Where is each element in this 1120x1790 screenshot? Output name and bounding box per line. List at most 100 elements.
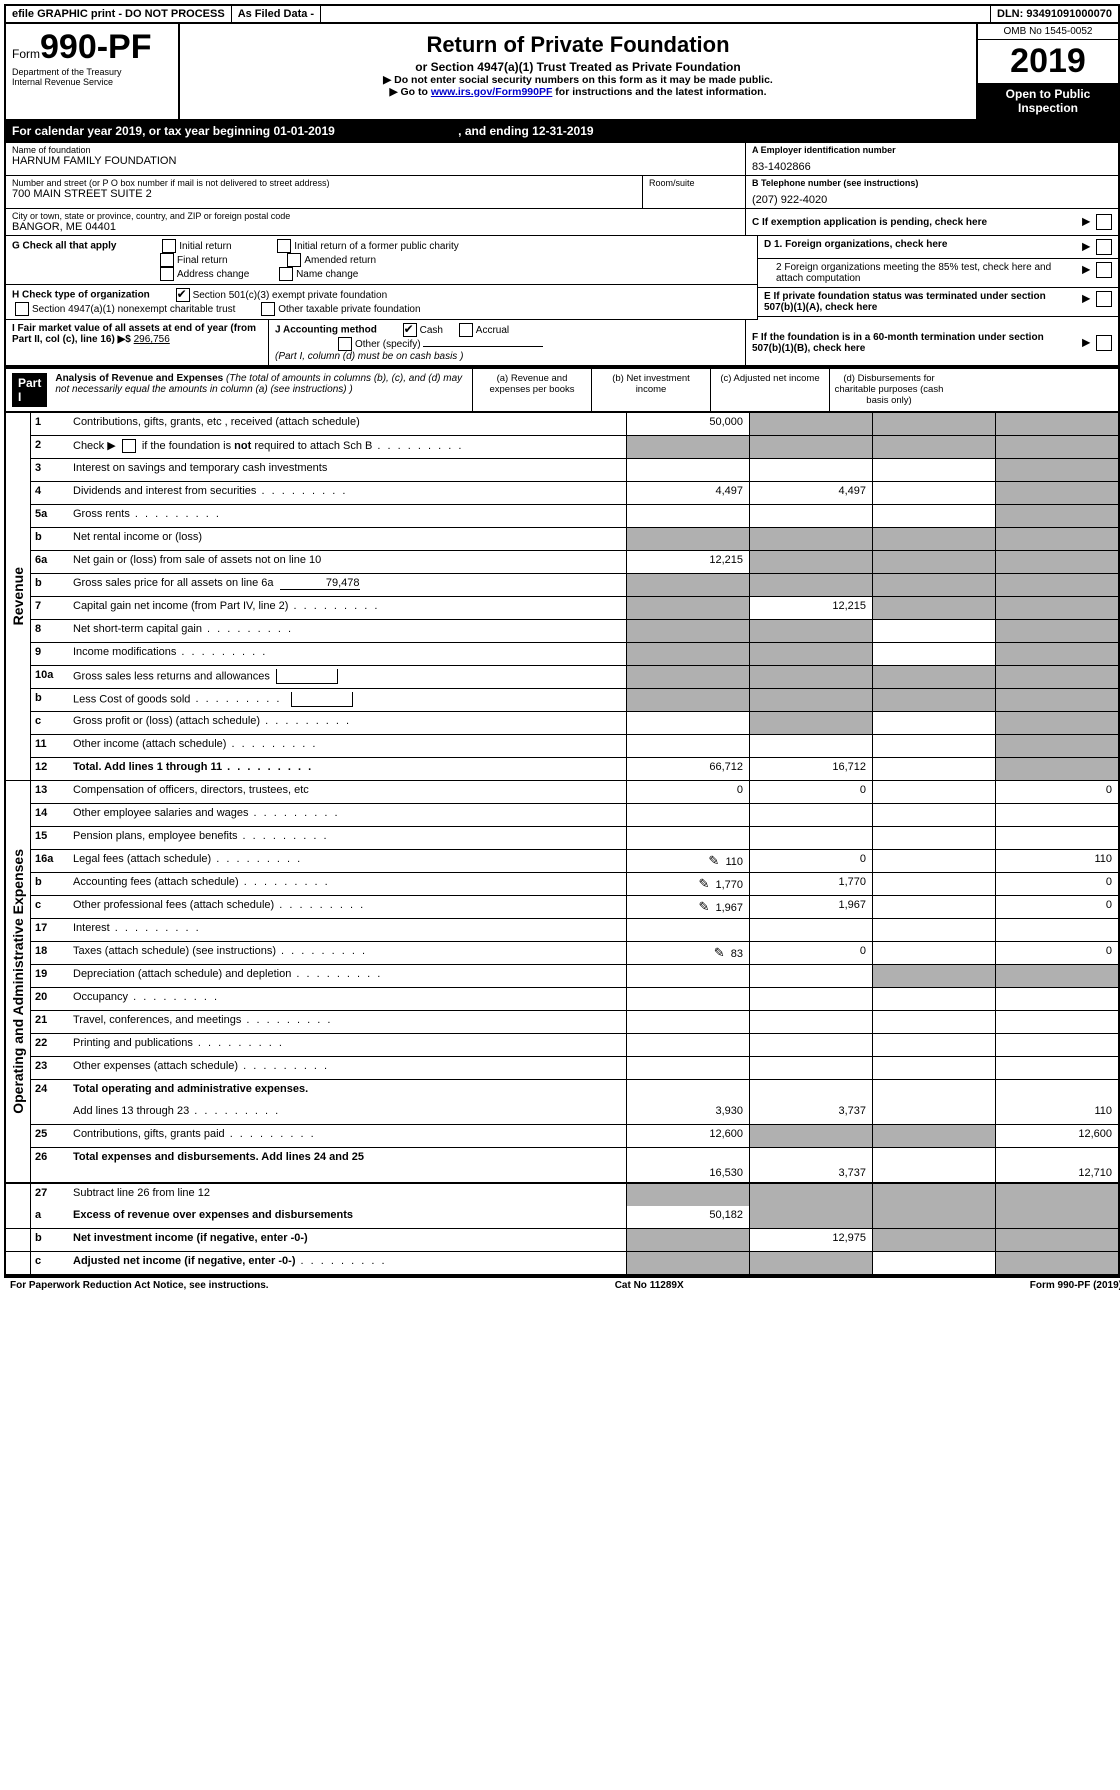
schb-cb[interactable] [122,439,136,453]
line-17: 17Interest [31,919,1118,942]
asfiled-label: As Filed Data - [232,6,321,22]
line-18: 18Taxes (attach schedule) (see instructi… [31,942,1118,965]
j-cash-cb[interactable] [403,323,417,337]
line-16b: bAccounting fees (attach schedule) ✎ 1,7… [31,873,1118,896]
title-box: Return of Private Foundation or Section … [180,24,976,119]
efile-notice: efile GRAPHIC print - DO NOT PROCESS [6,6,232,22]
line-15: 15Pension plans, employee benefits [31,827,1118,850]
form-container: efile GRAPHIC print - DO NOT PROCESS As … [4,4,1120,1278]
c-cell: C If exemption application is pending, c… [746,209,1118,235]
city-cell: City or town, state or province, country… [6,209,746,235]
irs-line: Internal Revenue Service [12,77,172,87]
ein-cell: A Employer identification number 83-1402… [746,143,1118,175]
line-16c: cOther professional fees (attach schedul… [31,896,1118,919]
open-inspection: Open to Public Inspection [978,83,1118,119]
top-bar: efile GRAPHIC print - DO NOT PROCESS As … [6,6,1118,24]
part1-header: Part I Analysis of Revenue and Expenses … [6,367,1118,413]
line-2: 2Check ▶ if the foundation is not requir… [31,436,1118,459]
addr-cell: Number and street (or P O box number if … [6,176,746,208]
line-7: 7Capital gain net income (from Part IV, … [31,597,1118,620]
g-initial-former-cb[interactable] [277,239,291,253]
g-final-cb[interactable] [160,253,174,267]
line-27b: bNet investment income (if negative, ent… [6,1229,1118,1252]
line-10c: cGross profit or (loss) (attach schedule… [31,712,1118,735]
revenue-table: 1Contributions, gifts, grants, etc , rec… [31,413,1118,781]
line-27a: aExcess of revenue over expenses and dis… [6,1206,1118,1229]
g-initial-cb[interactable] [162,239,176,253]
part1-label: Part I [12,373,47,407]
line-11: 11Other income (attach schedule) [31,735,1118,758]
year-box: OMB No 1545-0052 2019 Open to Public Ins… [976,24,1118,119]
e-cb[interactable] [1096,291,1112,307]
line-21: 21Travel, conferences, and meetings [31,1011,1118,1034]
spacer [321,6,991,22]
f-cb[interactable] [1096,335,1112,351]
col-d-head: (d) Disbursements for charitable purpose… [829,369,948,411]
line-1: 1Contributions, gifts, grants, etc , rec… [31,413,1118,436]
g-name-cb[interactable] [279,267,293,281]
revenue-side: Revenue [6,413,31,781]
header-row: Form990-PF Department of the Treasury In… [6,24,1118,121]
line-24: Add lines 13 through 23 3,9303,737110 [31,1102,1118,1125]
footer-mid: Cat No 11289X [615,1280,684,1291]
j-accrual-cb[interactable] [459,323,473,337]
footer-row: For Paperwork Reduction Act Notice, see … [4,1278,1120,1293]
line-5a: 5aGross rents [31,505,1118,528]
page-title: Return of Private Foundation [188,32,968,58]
calendar-row: For calendar year 2019, or tax year begi… [6,121,1118,143]
revenue-body: Revenue 1Contributions, gifts, grants, e… [6,413,1118,781]
foundation-name-cell: Name of foundation HARNUM FAMILY FOUNDAT… [6,143,746,175]
h-4947-cb[interactable] [15,302,29,316]
c-checkbox[interactable] [1096,214,1112,230]
line-14: 14Other employee salaries and wages [31,804,1118,827]
d1-cb[interactable] [1096,239,1112,255]
ghde-block: G Check all that apply Initial return In… [6,236,1118,320]
line-27c: cAdjusted net income (if negative, enter… [6,1252,1118,1276]
h-other-cb[interactable] [261,302,275,316]
line-4: 4Dividends and interest from securities … [31,482,1118,505]
instr-2: ▶ Go to www.irs.gov/Form990PF for instru… [188,86,968,98]
line-3: 3Interest on savings and temporary cash … [31,459,1118,482]
line-6b: bGross sales price for all assets on lin… [31,574,1118,597]
attach-icon[interactable]: ✎ [708,853,719,868]
j-other-cb[interactable] [338,337,352,351]
j-cell: J Accounting method Cash Accrual Other (… [269,320,745,365]
tel-cell: B Telephone number (see instructions) (2… [746,176,1118,208]
f-cell: F If the foundation is in a 60-month ter… [746,320,1118,365]
city-c-row: City or town, state or province, country… [6,209,1118,236]
line-9: 9Income modifications [31,643,1118,666]
footer-left: For Paperwork Reduction Act Notice, see … [10,1280,269,1291]
line-26: 26Total expenses and disbursements. Add … [31,1148,1118,1184]
tax-year: 2019 [978,40,1118,83]
instr-1: ▶ Do not enter social security numbers o… [188,74,968,86]
dln-label: DLN: 93491091000070 [991,6,1118,22]
line-23: 23Other expenses (attach schedule) [31,1057,1118,1080]
col-b-head: (b) Net investment income [591,369,710,411]
d1-row: D 1. Foreign organizations, check here ▶ [758,236,1118,259]
h-row: H Check type of organization Section 501… [6,285,757,320]
omb-label: OMB No 1545-0052 [978,24,1118,40]
subtitle: or Section 4947(a)(1) Trust Treated as P… [188,60,968,74]
col-c-head: (c) Adjusted net income [710,369,829,411]
attach-icon[interactable]: ✎ [714,945,725,960]
line-20: 20Occupancy [31,988,1118,1011]
g-amended-cb[interactable] [287,253,301,267]
dept-line: Department of the Treasury [12,67,172,77]
expenses-table: 13Compensation of officers, directors, t… [31,781,1118,1184]
name-ein-row: Name of foundation HARNUM FAMILY FOUNDAT… [6,143,1118,176]
ij-left: I Fair market value of all assets at end… [6,320,746,365]
part1-desc: Part I Analysis of Revenue and Expenses … [6,369,472,411]
ijf-row: I Fair market value of all assets at end… [6,320,1118,367]
line-25: 25Contributions, gifts, grants paid 12,6… [31,1125,1118,1148]
line-6a: 6aNet gain or (loss) from sale of assets… [31,551,1118,574]
form-box: Form990-PF Department of the Treasury In… [6,24,180,119]
irs-link[interactable]: www.irs.gov/Form990PF [431,86,553,98]
line-24-top: 24Total operating and administrative exp… [31,1080,1118,1102]
d2-cb[interactable] [1096,262,1112,278]
g-address-cb[interactable] [160,267,174,281]
attach-icon[interactable]: ✎ [698,899,709,914]
attach-icon[interactable]: ✎ [698,876,709,891]
expenses-body: Operating and Administrative Expenses 13… [6,781,1118,1184]
line-13: 13Compensation of officers, directors, t… [31,781,1118,804]
h-501c3-cb[interactable] [176,288,190,302]
